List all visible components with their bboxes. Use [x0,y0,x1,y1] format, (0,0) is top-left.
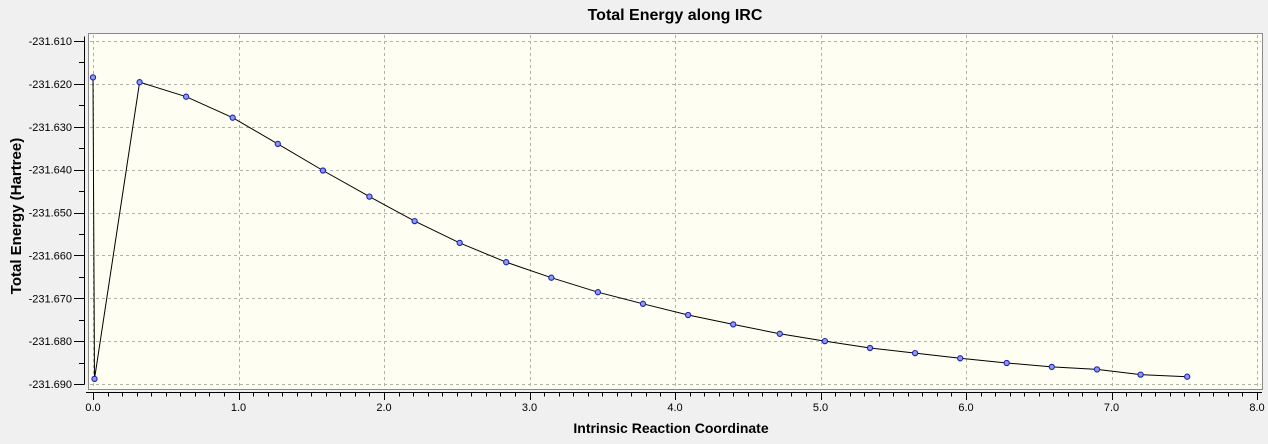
data-point[interactable] [866,344,874,352]
y-tick-label: -231.670 [29,293,72,305]
x-tick-label: 8.0 [1249,402,1264,414]
data-point[interactable] [1093,366,1101,373]
data-point[interactable] [730,321,737,328]
data-point[interactable] [911,349,919,357]
x-tick-label: 0.0 [85,402,100,414]
data-point[interactable] [366,193,373,200]
chart-title: Total Energy along IRC [588,7,763,24]
y-tick-label: -231.630 [29,122,72,134]
plot-area-highlight [89,34,1262,389]
y-tick-label: -231.640 [29,165,72,177]
data-point[interactable] [182,93,190,100]
data-point[interactable] [1137,371,1144,378]
data-point[interactable] [319,167,327,174]
x-tick-label: 1.0 [231,402,246,414]
energy-curve [92,77,1188,379]
x-axis-title: Intrinsic Reaction Coordinate [573,420,768,436]
data-point[interactable] [594,289,602,296]
y-tick-label: -231.620 [29,79,72,91]
data-point[interactable] [776,330,783,337]
data-point[interactable] [1003,359,1010,367]
data-point[interactable] [136,79,143,86]
axis-ticks [74,36,1262,400]
x-tick-label: 6.0 [958,402,973,414]
y-tick-label: -231.660 [29,250,72,262]
data-point[interactable] [639,300,647,307]
data-point[interactable] [89,74,97,81]
data-point[interactable] [1048,363,1055,371]
x-tick-label: 5.0 [813,402,828,414]
y-tick-label: -231.650 [29,208,72,220]
y-tick-label: -231.680 [29,336,72,348]
data-point[interactable] [274,140,281,148]
data-point[interactable] [1184,373,1191,380]
data-point[interactable] [229,114,236,121]
data-point[interactable] [503,259,510,266]
x-tick-label: 2.0 [376,402,391,414]
data-point[interactable] [821,337,829,345]
y-tick-label: -231.690 [29,379,72,391]
data-point[interactable] [456,239,463,247]
data-point[interactable] [548,274,555,281]
x-tick-label: 3.0 [522,402,537,414]
energy-curve-series [89,74,1191,383]
data-point[interactable] [957,355,964,362]
tick-labels: 0.0 1.0 2.0 3.0 4.0 5.0 6.0 7.0 8.0 -231.610 -231.… [29,36,1265,414]
data-point[interactable] [684,311,692,319]
x-tick-label: 4.0 [667,402,682,414]
y-tick-label: -231.610 [29,36,72,48]
data-point[interactable] [91,375,98,383]
y-axis-title: Total Energy (Hartree) [8,138,25,294]
x-tick-label: 7.0 [1104,402,1119,414]
gridlines [90,35,1261,388]
data-point[interactable] [411,217,418,225]
